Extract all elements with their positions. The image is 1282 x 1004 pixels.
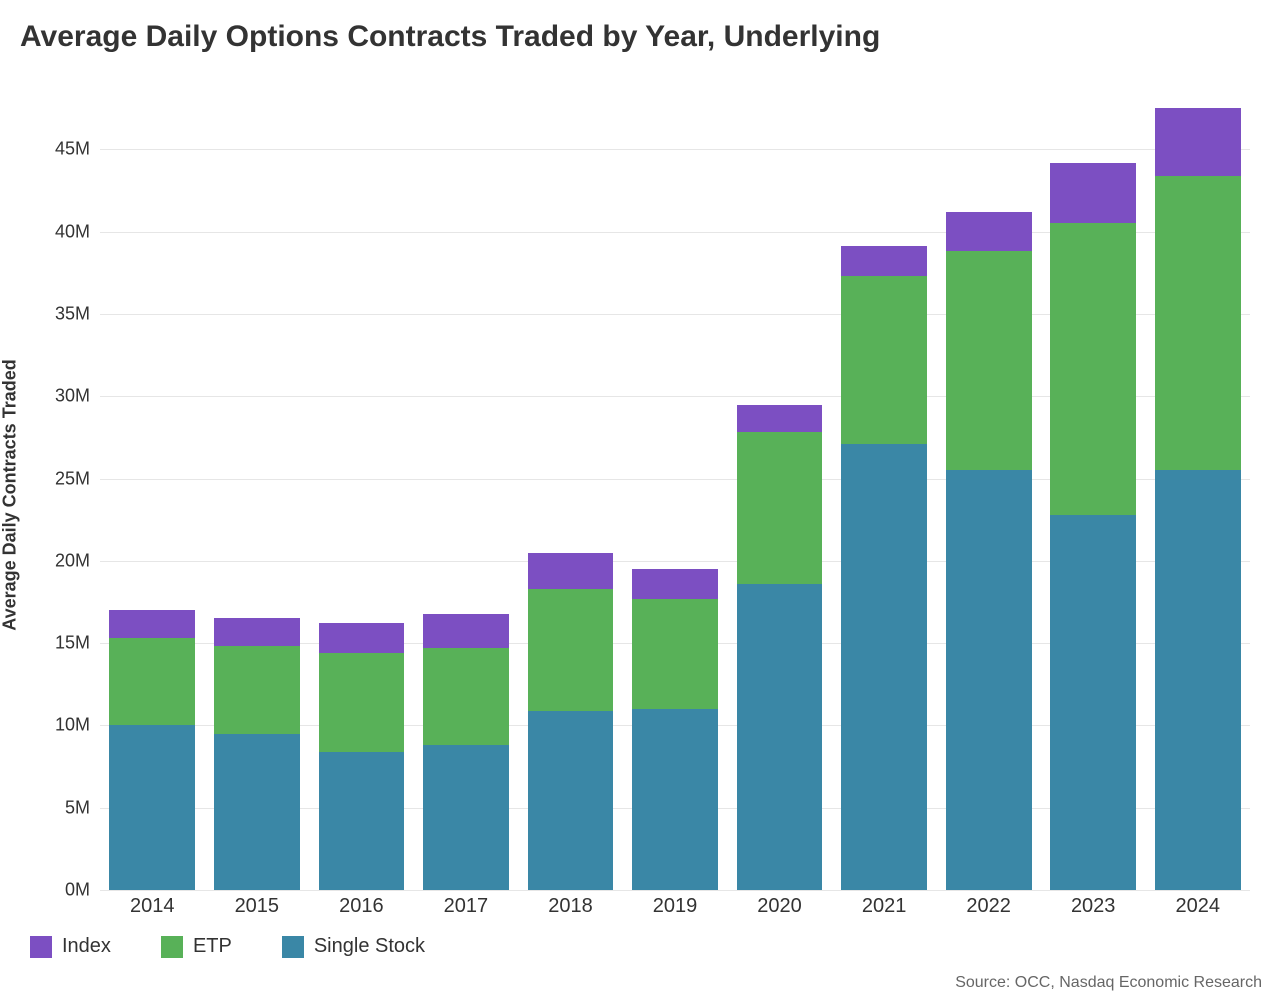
legend-swatch: [30, 936, 52, 958]
bar-segment-single_stock: [528, 711, 614, 890]
x-tick-label: 2014: [100, 895, 205, 918]
bar-stack: [423, 614, 509, 890]
bar-stack: [1155, 108, 1241, 890]
bar-slot: [1145, 100, 1250, 890]
bar-segment-etp: [1050, 223, 1136, 514]
bar-slot: [309, 100, 414, 890]
gridline: [100, 890, 1250, 891]
bar-slot: [623, 100, 728, 890]
bar-segment-index: [737, 405, 823, 433]
y-tick-label: 15M: [0, 633, 90, 654]
bar-segment-single_stock: [841, 444, 927, 890]
x-tick-label: 2022: [936, 895, 1041, 918]
bar-segment-etp: [109, 638, 195, 725]
x-tick-label: 2021: [832, 895, 937, 918]
bar-stack: [1050, 163, 1136, 890]
bar-segment-single_stock: [737, 584, 823, 890]
bar-segment-etp: [841, 276, 927, 444]
bar-segment-single_stock: [946, 470, 1032, 890]
legend-item-single_stock: Single Stock: [282, 935, 425, 958]
bar-segment-etp: [737, 432, 823, 583]
legend-item-etp: ETP: [161, 935, 232, 958]
x-tick-label: 2019: [623, 895, 728, 918]
bar-segment-etp: [946, 251, 1032, 470]
y-tick-label: 10M: [0, 715, 90, 736]
bars-area: [100, 100, 1250, 890]
bar-segment-single_stock: [109, 725, 195, 890]
y-tick-label: 45M: [0, 139, 90, 160]
bar-stack: [319, 623, 405, 890]
bar-slot: [518, 100, 623, 890]
bar-segment-etp: [423, 648, 509, 745]
bar-segment-index: [632, 569, 718, 599]
bar-stack: [528, 553, 614, 890]
bar-segment-index: [1155, 108, 1241, 175]
plot-area: [100, 100, 1250, 890]
bar-stack: [632, 569, 718, 890]
bar-segment-etp: [1155, 176, 1241, 471]
bar-segment-index: [214, 618, 300, 646]
bar-slot: [205, 100, 310, 890]
source-note: Source: OCC, Nasdaq Economic Research: [955, 974, 1262, 992]
bar-slot: [936, 100, 1041, 890]
y-tick-label: 30M: [0, 386, 90, 407]
bar-segment-etp: [319, 653, 405, 752]
bar-segment-index: [1050, 163, 1136, 224]
legend-label: ETP: [193, 935, 232, 958]
bar-segment-single_stock: [423, 745, 509, 890]
y-tick-label: 35M: [0, 303, 90, 324]
legend-swatch: [282, 936, 304, 958]
bar-stack: [946, 212, 1032, 890]
y-tick-label: 40M: [0, 221, 90, 242]
x-tick-label: 2020: [727, 895, 832, 918]
bar-stack: [214, 618, 300, 890]
bar-segment-etp: [214, 646, 300, 733]
bar-slot: [414, 100, 519, 890]
bar-slot: [1041, 100, 1146, 890]
x-tick-label: 2023: [1041, 895, 1146, 918]
x-tick-label: 2017: [414, 895, 519, 918]
bar-segment-index: [528, 553, 614, 589]
bar-segment-index: [109, 610, 195, 638]
legend-swatch: [161, 936, 183, 958]
y-tick-label: 20M: [0, 550, 90, 571]
x-tick-label: 2015: [205, 895, 310, 918]
bar-segment-etp: [632, 599, 718, 709]
legend: Index ETP Single Stock: [30, 935, 425, 958]
x-tick-label: 2016: [309, 895, 414, 918]
bar-slot: [727, 100, 832, 890]
bar-slot: [100, 100, 205, 890]
x-axis-labels: 2014201520162017201820192020202120222023…: [100, 895, 1250, 918]
legend-label: Index: [62, 935, 111, 958]
bar-slot: [832, 100, 937, 890]
bar-stack: [109, 610, 195, 890]
bar-stack: [737, 405, 823, 891]
chart-container: Average Daily Options Contracts Traded b…: [0, 0, 1282, 1004]
bar-stack: [841, 246, 927, 890]
bar-segment-etp: [528, 589, 614, 711]
bar-segment-single_stock: [632, 709, 718, 890]
legend-item-index: Index: [30, 935, 111, 958]
x-tick-label: 2024: [1145, 895, 1250, 918]
y-tick-label: 25M: [0, 468, 90, 489]
y-tick-label: 5M: [0, 797, 90, 818]
y-axis-labels: 0M5M10M15M20M25M30M35M40M45M: [0, 100, 90, 890]
bar-segment-single_stock: [1050, 515, 1136, 890]
bar-segment-index: [423, 614, 509, 649]
bar-segment-single_stock: [214, 734, 300, 890]
bar-segment-index: [946, 212, 1032, 252]
legend-label: Single Stock: [314, 935, 425, 958]
x-tick-label: 2018: [518, 895, 623, 918]
chart-title: Average Daily Options Contracts Traded b…: [20, 20, 880, 54]
bar-segment-single_stock: [1155, 470, 1241, 890]
bar-segment-single_stock: [319, 752, 405, 890]
bar-segment-index: [841, 246, 927, 276]
y-tick-label: 0M: [0, 880, 90, 901]
bar-segment-index: [319, 623, 405, 653]
